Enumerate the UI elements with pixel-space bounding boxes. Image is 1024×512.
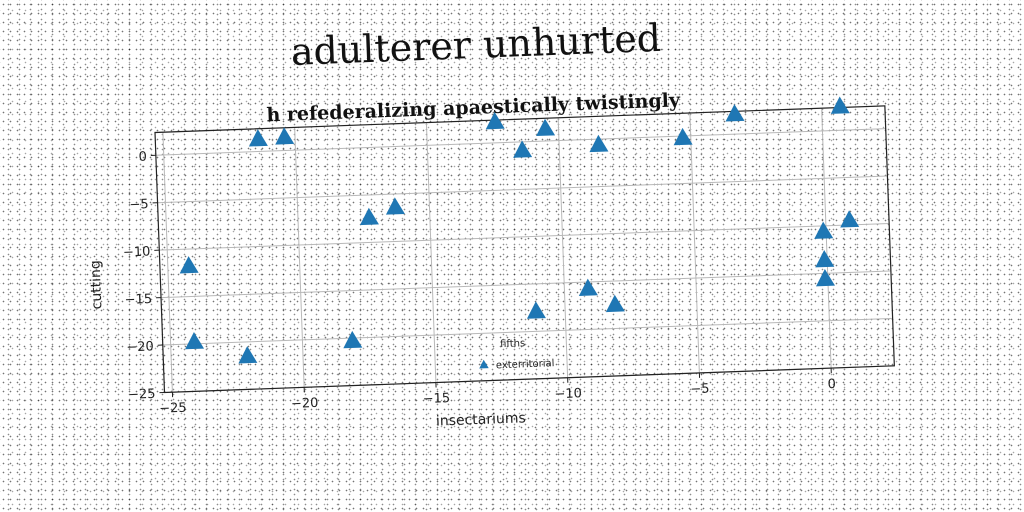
data-point-marker: [179, 256, 199, 274]
x-tick-label: −10: [554, 386, 582, 402]
y-grid-line: [155, 128, 886, 156]
y-tick-label: −10: [123, 244, 151, 260]
data-point-marker: [605, 294, 625, 313]
y-tick-label: 0: [138, 150, 147, 165]
data-point-marker: [815, 269, 835, 287]
data-point-marker: [248, 129, 268, 147]
x-grid-line: [557, 117, 569, 378]
x-tick-label: −25: [159, 401, 187, 417]
chart-frame: h refederalizing apaestically twistingly…: [88, 89, 895, 430]
data-point-marker: [536, 118, 556, 137]
data-point-marker: [343, 330, 363, 349]
y-grid-line: [157, 175, 888, 204]
data-points: [179, 96, 860, 364]
x-grid-line: [689, 112, 700, 373]
legend: fifths exterritorial: [479, 338, 555, 371]
legend-title: fifths: [500, 338, 526, 350]
data-point-marker: [840, 210, 860, 228]
y-grid-line: [159, 222, 890, 251]
y-axis-label: cutting: [88, 260, 106, 310]
data-point-marker: [526, 301, 546, 319]
legend-marker-icon: [479, 359, 489, 369]
y-tick-label: −15: [124, 292, 152, 308]
x-grid-line: [294, 127, 305, 388]
y-grid-line: [161, 270, 891, 299]
data-point-marker: [385, 197, 405, 215]
y-tick-label: −5: [129, 197, 149, 213]
legend-series-label: exterritorial: [496, 358, 555, 371]
data-point-marker: [830, 96, 850, 114]
data-point-marker: [185, 331, 205, 350]
y-axis-ticks: −25 −20 −15 −10 −5 0: [123, 150, 165, 403]
x-tick-label: −20: [291, 396, 319, 412]
data-point-marker: [485, 111, 505, 130]
data-point-marker: [578, 278, 598, 296]
data-point-marker: [275, 127, 295, 145]
data-point-marker: [359, 207, 379, 226]
data-point-marker: [238, 346, 258, 364]
data-point-marker: [814, 221, 834, 239]
plot-area-border: [154, 105, 895, 394]
data-point-marker: [673, 127, 693, 146]
data-point-marker: [725, 104, 745, 122]
y-grid-line: [162, 317, 893, 346]
data-point-marker: [513, 140, 533, 158]
data-point-marker: [815, 250, 835, 268]
x-grid-line: [425, 122, 437, 383]
x-axis-ticks: −25 −20 −15 −10 −5 0: [159, 368, 836, 417]
x-grid-line: [162, 132, 173, 393]
x-tick-label: −5: [690, 382, 710, 398]
y-tick-label: −20: [126, 339, 154, 355]
y-tick-label: −25: [128, 387, 156, 403]
x-tick-label: −15: [423, 391, 451, 407]
x-tick-label: 0: [827, 377, 836, 392]
data-point-marker: [589, 134, 609, 153]
x-axis-label: insectariums: [436, 410, 526, 429]
